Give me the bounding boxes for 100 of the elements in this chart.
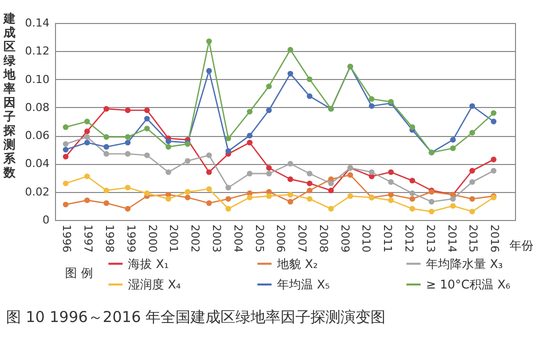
point [62,146,69,152]
point [409,190,416,196]
point [166,144,172,150]
point [266,107,272,114]
point [62,141,69,147]
point [266,165,272,171]
y-tick-label: 0.08 [25,100,50,114]
point [490,156,496,162]
point [184,194,190,200]
point [490,118,496,124]
point [288,160,294,167]
point [225,148,232,154]
point [266,170,272,176]
x-axis-title: 年份 [510,238,534,252]
point [347,172,354,178]
legend-label: 年均降水量 X₃ [426,256,504,271]
point [428,198,434,205]
point [144,116,150,122]
point [184,158,190,164]
point [144,152,150,158]
point [490,168,496,174]
x-tick-label: 2014 [445,224,458,252]
point [450,136,456,143]
point [450,196,456,202]
point [306,76,312,82]
point [84,134,90,140]
point [288,176,294,182]
point [104,106,110,112]
point [124,107,131,114]
point [206,200,212,206]
point [469,179,476,185]
point [469,196,476,202]
point [388,169,394,175]
point [469,103,476,109]
point [166,138,172,144]
x-tick-label: 2001 [167,224,180,252]
x-tick-label: 2012 [402,224,416,252]
point [328,180,334,186]
y-tick-label: 0 [42,214,50,226]
point [104,188,110,194]
point [225,196,232,202]
point [490,110,496,116]
point [388,179,394,185]
y-tick-label: 0.14 [25,16,50,30]
x-tick-label: 2004 [231,224,244,252]
point [246,170,253,176]
point [124,151,131,157]
point [450,145,456,152]
point [144,190,150,196]
text: 图 10 1996～2016 年全国建成区绿地率因子探测演变图 [6,308,386,327]
x-tick-label: 1999 [124,224,138,252]
point [428,208,434,214]
point [306,93,312,99]
point [62,202,69,208]
point [409,206,416,212]
x-tick-label: 2007 [296,224,309,252]
point [104,200,110,206]
point [246,194,253,200]
legend-label: 地貌 X₂ [276,256,318,271]
point [124,206,131,212]
point [206,152,212,158]
point [144,107,150,114]
point [266,84,272,90]
x-tick-label: 1996 [60,224,74,252]
point [388,197,394,204]
x-tick-label: 2002 [188,224,202,252]
text: 建成区绿地率因子探测系数 [4,12,16,180]
point [84,174,90,180]
point [225,136,232,142]
point [388,192,394,198]
point [84,118,90,124]
y-tick-label: 0.12 [25,44,50,58]
point [368,103,374,109]
point [84,197,90,204]
point [288,70,294,76]
point [206,186,212,192]
point [246,132,253,138]
x-tick-label: 2010 [360,224,373,252]
point [225,206,232,212]
point [144,126,150,132]
point [328,206,334,212]
point [306,188,312,194]
point [104,134,110,140]
x-tick-label: 2000 [146,224,159,252]
point [62,124,69,130]
point [266,193,272,199]
point [288,198,294,205]
y-tick-label: 0.02 [25,185,50,198]
y-tick-label: 0.06 [25,129,50,142]
x-tick-label: 2003 [210,224,223,252]
point [409,178,416,184]
point [62,154,69,160]
y-tick-label: 0.10 [25,72,50,86]
point [206,68,212,74]
x-tick-label: 1998 [102,224,116,252]
x-tick-label: 2013 [424,224,437,252]
point [124,140,131,146]
point [104,144,110,150]
point [184,189,190,195]
point [246,108,253,114]
